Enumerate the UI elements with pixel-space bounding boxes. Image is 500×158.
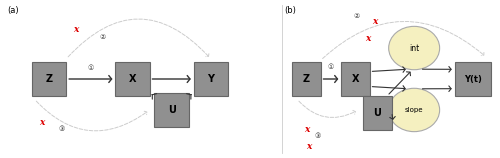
Ellipse shape [388, 26, 440, 70]
Text: U: U [374, 108, 382, 118]
Text: x: x [372, 17, 378, 26]
FancyBboxPatch shape [341, 62, 370, 96]
Text: X: X [352, 74, 359, 84]
Text: (b): (b) [284, 6, 296, 15]
FancyBboxPatch shape [154, 93, 189, 127]
Text: x: x [306, 142, 312, 151]
Text: slope: slope [405, 107, 423, 113]
FancyBboxPatch shape [363, 96, 392, 130]
Text: x: x [365, 34, 370, 43]
Text: X: X [128, 74, 136, 84]
Text: ③: ③ [314, 133, 320, 139]
Text: ②: ② [100, 34, 106, 40]
Text: U: U [168, 105, 175, 115]
Text: ①: ① [328, 64, 334, 70]
Text: x: x [74, 25, 78, 34]
Text: Z: Z [303, 74, 310, 84]
Text: Z: Z [46, 74, 52, 84]
Text: x: x [304, 125, 309, 134]
FancyBboxPatch shape [115, 62, 150, 96]
FancyBboxPatch shape [454, 62, 492, 96]
FancyBboxPatch shape [292, 62, 320, 96]
Text: Y: Y [208, 74, 214, 84]
Ellipse shape [388, 88, 440, 132]
Text: (a): (a) [8, 6, 19, 15]
FancyBboxPatch shape [194, 62, 228, 96]
Text: Y(t): Y(t) [464, 75, 482, 83]
Text: ③: ③ [58, 126, 64, 132]
FancyBboxPatch shape [32, 62, 66, 96]
Text: x: x [39, 118, 44, 127]
Text: int: int [409, 44, 420, 52]
Text: ②: ② [354, 12, 360, 18]
Text: ①: ① [88, 65, 94, 71]
